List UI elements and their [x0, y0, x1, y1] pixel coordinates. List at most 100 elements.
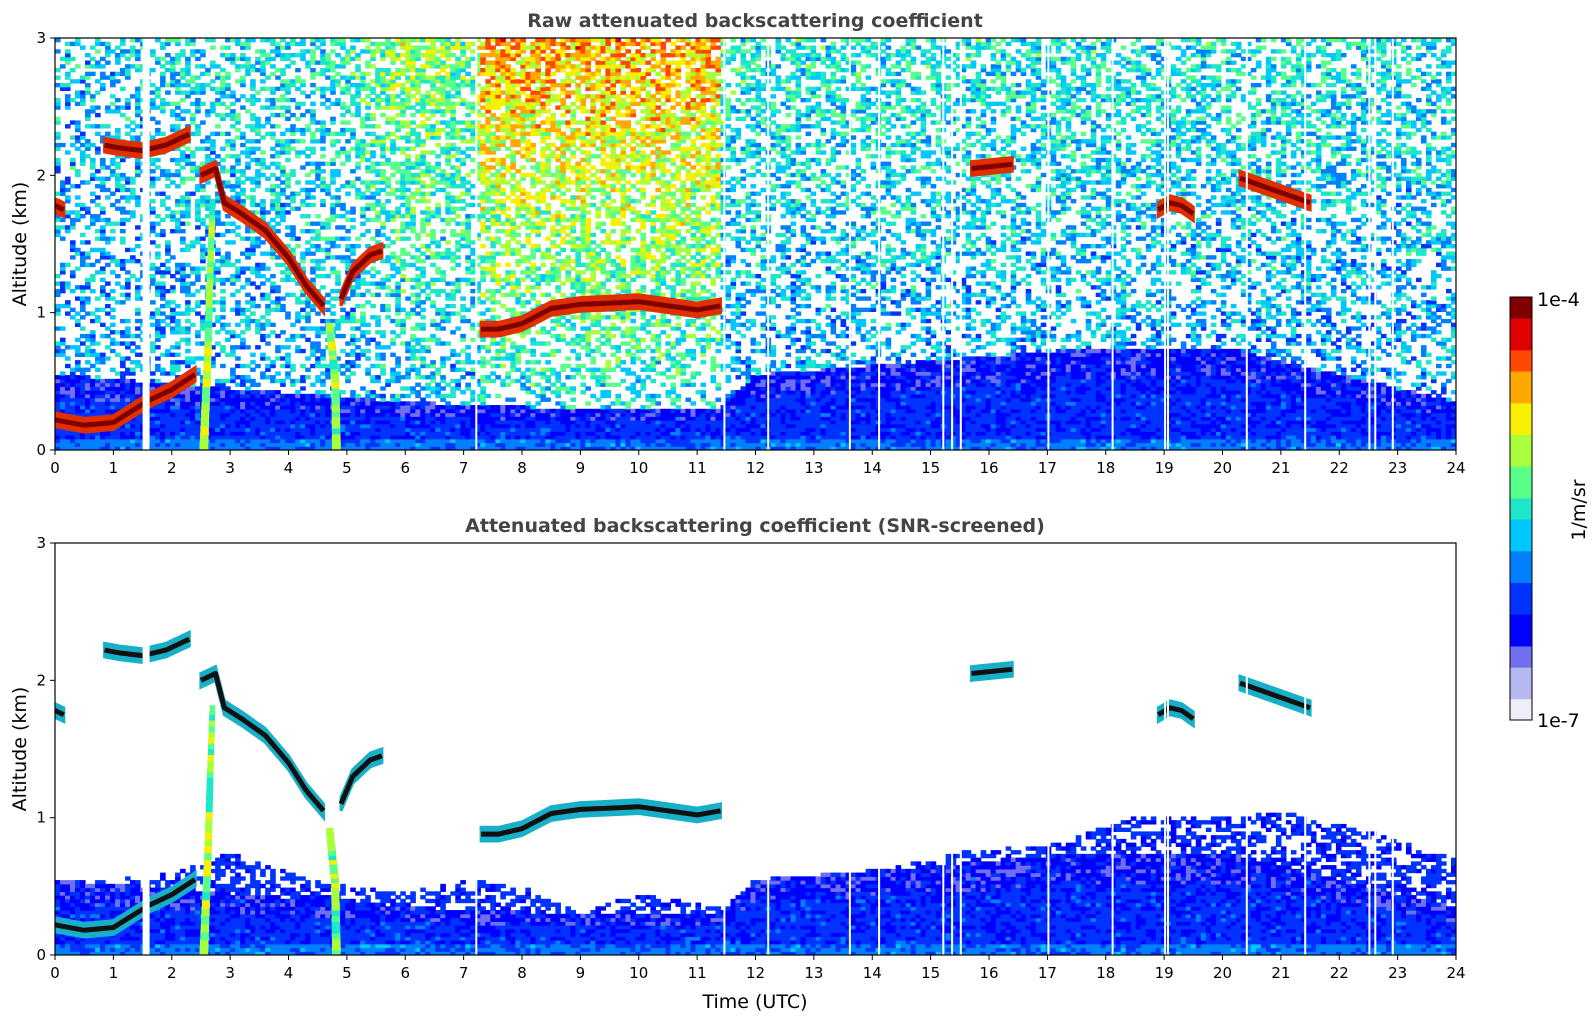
- backscatter-cell: [165, 288, 171, 294]
- backscatter-cell: [185, 401, 191, 406]
- backscatter-cell: [210, 363, 216, 369]
- backscatter-cell: [210, 446, 216, 450]
- backscatter-cell: [230, 112, 236, 118]
- backscatter-cell: [445, 281, 451, 286]
- backscatter-cell: [455, 277, 461, 283]
- backscatter-cell: [180, 423, 186, 429]
- backscatter-cell: [110, 229, 116, 234]
- backscatter-cell: [375, 318, 381, 324]
- backscatter-cell: [465, 277, 471, 283]
- backscatter-cell: [115, 56, 121, 62]
- backscatter-cell: [420, 435, 426, 440]
- backscatter-cell: [100, 307, 106, 313]
- backscatter-cell: [60, 375, 66, 380]
- backscatter-cell: [210, 420, 216, 425]
- backscatter-cell: [445, 101, 451, 107]
- backscatter-cell: [430, 333, 436, 339]
- backscatter-cell: [430, 281, 436, 286]
- backscatter-cell: [395, 401, 401, 406]
- backscatter-cell: [235, 41, 241, 47]
- backscatter-cell: [305, 408, 311, 414]
- backscatter-cell: [285, 90, 291, 95]
- backscatter-cell: [285, 56, 291, 62]
- backscatter-cell: [65, 311, 71, 316]
- backscatter-cell: [275, 154, 281, 159]
- backscatter-cell: [325, 105, 331, 110]
- backscatter-cell: [375, 345, 381, 350]
- backscatter-cell: [75, 214, 81, 219]
- backscatter-cell: [80, 157, 86, 163]
- backscatter-cell: [160, 435, 166, 440]
- backscatter-cell: [240, 382, 246, 387]
- backscatter-cell: [260, 435, 266, 440]
- backscatter-cell: [180, 150, 186, 155]
- backscatter-cell: [215, 397, 221, 402]
- backscatter-cell: [185, 244, 191, 249]
- backscatter-cell: [425, 56, 431, 62]
- backscatter-cell: [305, 435, 311, 440]
- backscatter-cell: [260, 371, 266, 376]
- backscatter-cell: [350, 315, 356, 320]
- backscatter-cell: [125, 277, 131, 283]
- backscatter-cell: [205, 82, 211, 88]
- backscatter-cell: [180, 390, 186, 395]
- backscatter-cell: [300, 378, 306, 384]
- backscatter-cell: [405, 94, 411, 99]
- backscatter-cell: [245, 225, 251, 230]
- backscatter-cell: [435, 172, 441, 178]
- backscatter-cell: [55, 157, 61, 163]
- backscatter-cell: [195, 393, 201, 399]
- backscatter-cell: [265, 442, 271, 447]
- backscatter-cell: [175, 199, 181, 204]
- backscatter-cell: [275, 210, 281, 215]
- backscatter-cell: [225, 214, 231, 219]
- backscatter-cell: [270, 251, 276, 256]
- backscatter-cell: [375, 187, 381, 193]
- backscatter-cell: [420, 307, 426, 313]
- backscatter-cell: [110, 397, 116, 402]
- backscatter-cell: [340, 225, 346, 230]
- backscatter-cell: [295, 67, 301, 73]
- backscatter-cell: [160, 131, 166, 136]
- backscatter-cell: [115, 408, 121, 414]
- backscatter-cell: [270, 225, 276, 230]
- backscatter-cell: [315, 431, 321, 436]
- backscatter-cell: [445, 420, 451, 425]
- backscatter-cell: [85, 154, 91, 159]
- backscatter-cell: [55, 146, 61, 151]
- backscatter-cell: [115, 371, 121, 376]
- backscatter-cell: [445, 206, 451, 211]
- backscatter-cell: [410, 82, 416, 88]
- backscatter-cell: [475, 255, 481, 260]
- backscatter-cell: [355, 326, 361, 331]
- backscatter-cell: [225, 131, 231, 136]
- backscatter-cell: [475, 438, 481, 444]
- backscatter-cell: [290, 236, 296, 241]
- backscatter-cell: [185, 412, 191, 417]
- backscatter-cell: [245, 322, 251, 327]
- backscatter-cell: [115, 206, 121, 211]
- backscatter-cell: [415, 322, 421, 327]
- backscatter-cell: [85, 412, 91, 417]
- backscatter-cell: [375, 105, 381, 110]
- backscatter-cell: [365, 112, 371, 118]
- backscatter-cell: [260, 172, 266, 178]
- backscatter-cell: [345, 56, 351, 62]
- backscatter-cell: [125, 393, 131, 399]
- backscatter-cell: [220, 420, 226, 425]
- backscatter-cell: [450, 251, 456, 256]
- backscatter-cell: [160, 371, 166, 376]
- backscatter-cell: [230, 442, 236, 447]
- backscatter-cell: [440, 251, 446, 256]
- backscatter-cell: [65, 124, 71, 129]
- backscatter-cell: [160, 169, 166, 174]
- backscatter-cell: [330, 120, 336, 125]
- backscatter-cell: [375, 45, 381, 50]
- backscatter-cell: [275, 300, 281, 305]
- backscatter-cell: [435, 240, 441, 245]
- backscatter-cell: [390, 105, 396, 110]
- backscatter-cell: [445, 124, 451, 129]
- backscatter-cell: [90, 277, 96, 283]
- backscatter-cell: [230, 435, 236, 440]
- backscatter-cell: [450, 124, 456, 129]
